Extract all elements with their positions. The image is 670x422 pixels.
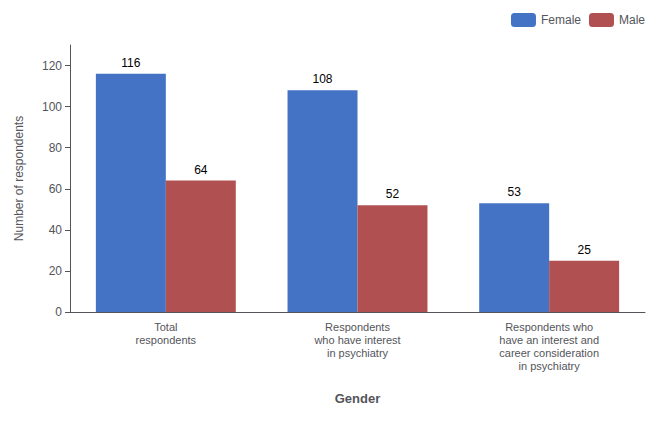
svg-text:64: 64 [194, 163, 208, 177]
svg-text:0: 0 [55, 305, 62, 319]
svg-text:in psychiatry: in psychiatry [327, 347, 389, 359]
svg-text:Respondents who: Respondents who [505, 321, 593, 333]
svg-text:80: 80 [49, 141, 63, 155]
svg-text:25: 25 [577, 243, 591, 257]
svg-text:108: 108 [313, 72, 333, 86]
svg-text:respondents: respondents [136, 334, 197, 346]
svg-text:Female: Female [541, 13, 581, 27]
svg-text:Male: Male [619, 13, 645, 27]
svg-text:53: 53 [508, 185, 522, 199]
svg-text:40: 40 [49, 223, 63, 237]
svg-text:120: 120 [42, 59, 62, 73]
svg-text:Total: Total [154, 321, 177, 333]
svg-text:100: 100 [42, 100, 62, 114]
svg-text:career consideration: career consideration [499, 347, 599, 359]
svg-text:Number of respondents: Number of respondents [12, 116, 26, 241]
svg-text:in psychiatry: in psychiatry [519, 360, 581, 372]
svg-text:who have interest: who have interest [313, 334, 400, 346]
svg-text:52: 52 [386, 187, 400, 201]
svg-text:Respondents: Respondents [325, 321, 390, 333]
svg-text:20: 20 [49, 264, 63, 278]
svg-text:Gender: Gender [335, 391, 381, 406]
svg-text:116: 116 [121, 56, 140, 70]
svg-text:60: 60 [49, 182, 63, 196]
svg-text:have an interest and: have an interest and [499, 334, 599, 346]
